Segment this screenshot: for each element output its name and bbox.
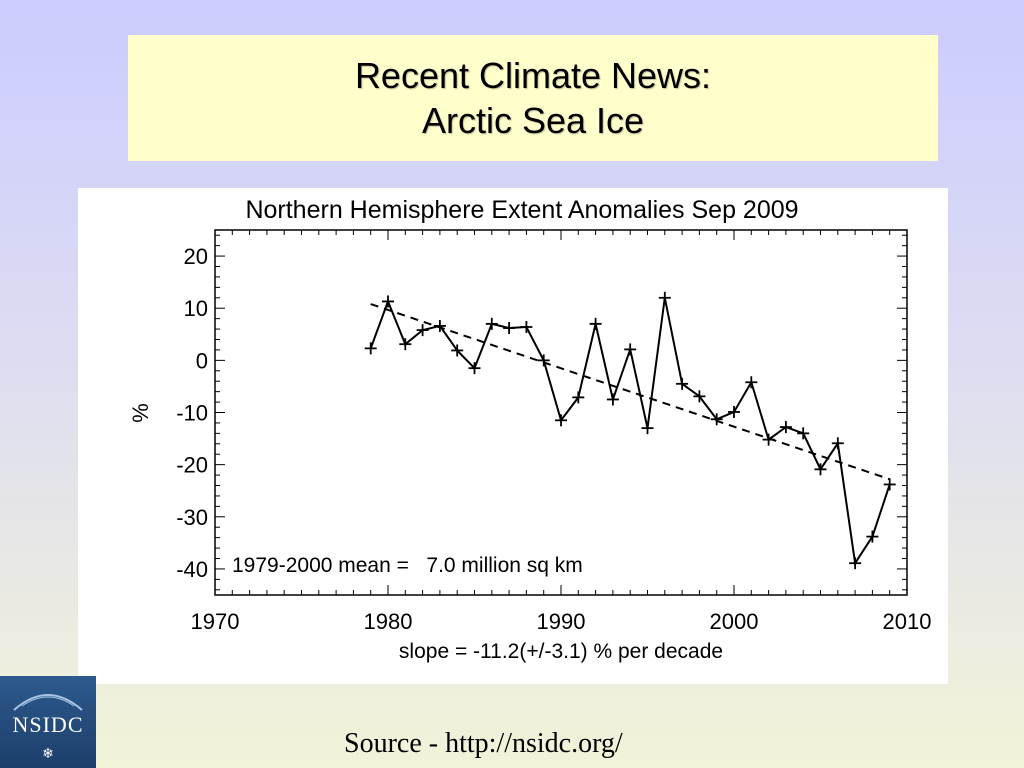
data-point-marker (745, 376, 758, 389)
y-axis-label: % (128, 403, 153, 423)
slope-annotation: slope = -11.2(+/-3.1) % per decade (399, 640, 723, 663)
anomaly-line (369, 297, 891, 566)
data-point-marker (451, 344, 464, 357)
y-tick-label: 10 (184, 296, 208, 321)
data-point-marker (572, 391, 585, 404)
logo-text: NSIDC (12, 712, 84, 737)
data-point-marker (537, 354, 550, 367)
x-tick-label: 1990 (537, 609, 586, 634)
plot-frame (214, 229, 908, 596)
data-point-marker (624, 343, 637, 356)
trend-line (370, 303, 891, 481)
y-tick-label: 0 (196, 348, 208, 373)
data-point-marker (416, 324, 429, 337)
data-point-marker (710, 413, 723, 426)
data-point-marker (520, 320, 533, 333)
data-point-marker (468, 362, 481, 375)
chart-panel: Northern Hemisphere Extent Anomalies Sep… (78, 188, 948, 684)
mean-annotation: 1979-2000 mean = 7.0 million sq km (232, 554, 583, 577)
slide-title-line-1: Recent Climate News: (354, 55, 712, 96)
slide-title-box: Recent Climate News: Arctic Sea Ice (128, 35, 938, 161)
y-tick-label: -10 (176, 401, 208, 426)
svg-text:❄: ❄ (42, 745, 54, 761)
x-tick-label: 1980 (364, 609, 413, 634)
slide-title-line-2: Arctic Sea Ice (421, 100, 645, 141)
chart-title: Northern Hemisphere Extent Anomalies Sep… (245, 196, 798, 224)
data-series (364, 291, 896, 570)
data-point-marker (814, 463, 827, 476)
data-point-marker (866, 530, 879, 543)
x-tick-labels: 1970 1980 1990 2000 2010 (191, 609, 932, 634)
data-point-marker (485, 317, 498, 330)
data-point-marker (693, 390, 706, 403)
data-point-marker (849, 557, 862, 570)
axis-ticks (214, 230, 908, 595)
nsidc-logo: ❄ NSIDC (0, 676, 96, 768)
data-point-marker (797, 427, 810, 440)
data-point-marker (641, 422, 654, 435)
data-point-marker (555, 414, 567, 427)
y-tick-label: -20 (176, 453, 208, 478)
y-tick-labels: 20 10 0 -10 -20 -30 -40 (176, 244, 208, 582)
anomaly-chart: Northern Hemisphere Extent Anomalies Sep… (128, 196, 932, 663)
data-point-marker (433, 319, 446, 332)
source-citation: Source - http://nsidc.org/ (344, 728, 623, 759)
data-point-marker (606, 393, 619, 406)
x-tick-label: 2000 (710, 609, 759, 634)
data-point-marker (883, 478, 896, 491)
y-tick-label: -30 (176, 505, 208, 530)
x-tick-label: 1970 (191, 609, 240, 634)
data-point-marker (382, 295, 394, 308)
x-tick-label: 2010 (883, 609, 932, 634)
y-tick-label: 20 (184, 244, 208, 269)
data-point-marker (779, 421, 792, 434)
data-point-marker (728, 405, 740, 418)
globe-arc-icon: ❄ (13, 694, 83, 761)
data-point-marker (503, 322, 516, 335)
data-point-marker (658, 291, 671, 304)
data-point-marker (589, 317, 602, 330)
y-tick-label: -40 (176, 557, 208, 582)
data-point-marker (831, 437, 844, 450)
data-point-marker (364, 342, 377, 355)
data-point-marker (399, 338, 412, 351)
data-point-marker (676, 377, 689, 390)
